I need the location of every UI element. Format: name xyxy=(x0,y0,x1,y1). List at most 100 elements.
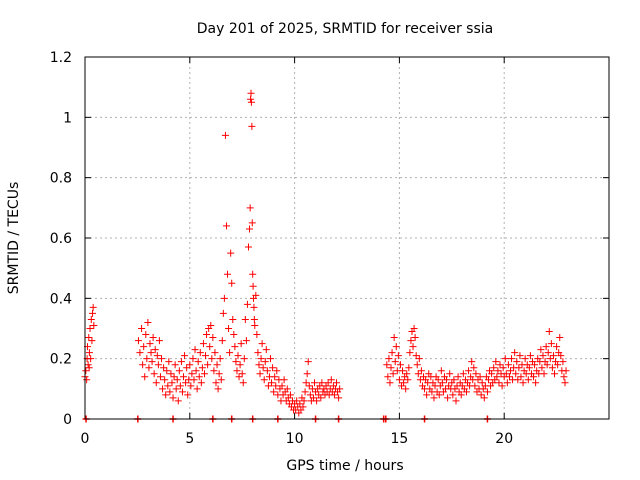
data-point xyxy=(266,355,274,363)
y-tick-label: 0 xyxy=(63,412,72,428)
data-point xyxy=(542,343,550,351)
data-point xyxy=(538,364,546,372)
data-point xyxy=(250,315,258,323)
data-point xyxy=(90,321,98,329)
data-point xyxy=(430,394,438,402)
data-point xyxy=(407,337,415,345)
data-point xyxy=(459,370,467,378)
data-point xyxy=(243,300,251,308)
data-point xyxy=(488,370,496,378)
data-point xyxy=(188,370,196,378)
data-point xyxy=(89,303,97,311)
y-tick-label: 0.8 xyxy=(50,171,72,187)
data-point xyxy=(160,364,168,372)
x-tick-label: 5 xyxy=(185,431,194,447)
data-point xyxy=(246,225,254,233)
data-point xyxy=(228,279,236,287)
data-point xyxy=(554,361,562,369)
data-point xyxy=(524,376,532,384)
data-point xyxy=(198,364,206,372)
data-point xyxy=(140,343,148,351)
data-point xyxy=(526,352,534,360)
data-point xyxy=(498,382,506,390)
data-point xyxy=(286,391,294,399)
data-point xyxy=(305,382,313,390)
data-point xyxy=(302,379,310,387)
data-point xyxy=(191,346,199,354)
data-point xyxy=(217,376,225,384)
data-point xyxy=(262,346,270,354)
data-point xyxy=(149,334,157,342)
data-point xyxy=(154,361,162,369)
data-point xyxy=(333,379,341,387)
data-point xyxy=(503,379,511,387)
y-tick-label: 0.2 xyxy=(50,352,72,368)
data-point xyxy=(85,364,93,372)
data-point xyxy=(189,355,197,363)
data-point xyxy=(163,367,171,375)
data-point xyxy=(454,373,462,381)
data-point xyxy=(249,282,257,290)
data-point xyxy=(462,388,470,396)
data-point xyxy=(392,343,400,351)
data-point xyxy=(168,379,176,387)
data-point xyxy=(388,349,396,357)
data-point xyxy=(222,222,230,230)
data-point xyxy=(409,343,417,351)
data-point xyxy=(525,364,533,372)
data-point xyxy=(383,361,391,369)
data-point xyxy=(215,370,223,378)
y-axis-ticks: 0 0.2 0.4 0.6 0.8 1 1.2 xyxy=(50,50,609,428)
data-point xyxy=(174,397,182,405)
data-points xyxy=(81,89,570,417)
data-point xyxy=(301,388,309,396)
data-point xyxy=(199,340,207,348)
data-point xyxy=(399,367,407,375)
data-point xyxy=(192,367,200,375)
data-point xyxy=(211,349,219,357)
data-point xyxy=(180,373,188,381)
data-point xyxy=(151,346,159,354)
data-point xyxy=(438,379,446,387)
data-point xyxy=(505,373,513,381)
data-point xyxy=(410,325,418,332)
data-point xyxy=(517,373,525,381)
chart-title: Day 201 of 2025, SRMTID for receiver ssi… xyxy=(197,21,493,37)
data-point xyxy=(465,367,473,375)
data-point xyxy=(494,367,502,375)
data-point xyxy=(85,349,93,357)
data-point xyxy=(241,315,249,323)
data-point xyxy=(449,391,457,399)
data-point xyxy=(544,349,552,357)
data-point xyxy=(539,352,547,360)
data-point xyxy=(300,397,308,405)
data-point xyxy=(234,352,242,360)
data-point xyxy=(150,370,158,378)
data-point xyxy=(560,373,568,381)
data-point xyxy=(296,400,304,408)
data-point xyxy=(147,349,155,357)
data-point xyxy=(311,379,319,387)
x-tick-label: 15 xyxy=(390,431,408,447)
data-point xyxy=(162,391,170,399)
data-point xyxy=(194,358,202,366)
data-point xyxy=(225,325,233,332)
data-point xyxy=(317,394,325,402)
data-point xyxy=(226,349,234,357)
y-axis-label: SRMTID / TECUs xyxy=(6,182,22,295)
data-point xyxy=(148,358,156,366)
data-point xyxy=(84,361,92,369)
data-point xyxy=(546,355,554,363)
data-point xyxy=(280,376,288,384)
data-point xyxy=(412,352,420,360)
data-point xyxy=(268,379,276,387)
y-tick-label: 0.6 xyxy=(50,231,72,247)
data-point xyxy=(396,361,404,369)
data-point xyxy=(395,376,403,384)
data-point xyxy=(138,325,146,332)
data-point xyxy=(172,385,180,393)
data-point xyxy=(327,376,335,384)
data-point xyxy=(249,270,257,278)
data-point xyxy=(256,370,264,378)
data-point xyxy=(476,373,484,381)
